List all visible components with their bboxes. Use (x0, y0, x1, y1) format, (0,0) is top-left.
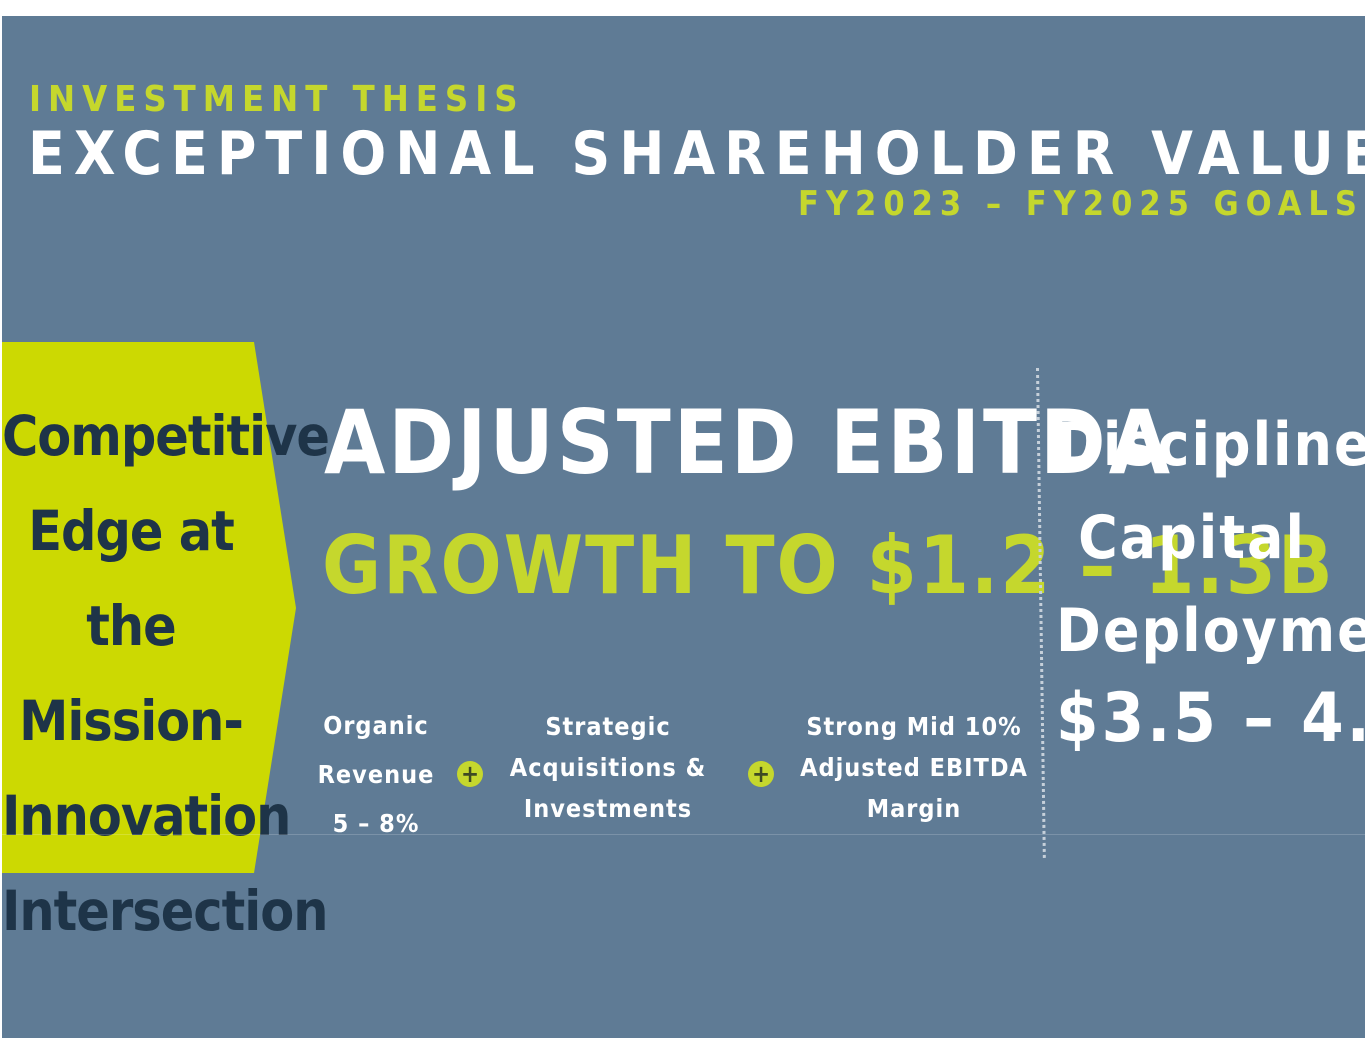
pillar-arrow-shape (2, 342, 296, 873)
component-line: Margin (866, 794, 962, 823)
competitive-edge-pillar: Competitive Edge at the Mission- Innovat… (2, 389, 330, 959)
capital-line: Capital (1078, 503, 1306, 573)
horizontal-rule (2, 834, 1365, 835)
component-line: Strong Mid 10% (806, 712, 1022, 741)
plus-icon: + (748, 761, 774, 787)
component-line: Revenue (317, 760, 435, 789)
acquisitions-component: Strategic Acquisitions & Investments (496, 706, 720, 829)
pillar-line: Innovation (2, 784, 291, 848)
component-line: Adjusted EBITDA (800, 753, 1028, 782)
capital-deployment-heading: Disciplined Capital Deployment (1056, 399, 1365, 678)
pillar-line: Mission- (19, 689, 244, 753)
margin-component: Strong Mid 10% Adjusted EBITDA Margin (794, 706, 1034, 829)
capital-line: Disciplined (1056, 410, 1365, 480)
pillar-line: Competitive (2, 404, 330, 468)
investment-thesis-slide: INVESTMENT THESIS EXCEPTIONAL SHAREHOLDE… (2, 16, 1365, 1038)
component-line: Investments (523, 794, 693, 823)
pillar-line: Intersection (2, 879, 328, 943)
component-line: 5 – 8% (332, 809, 420, 838)
eyebrow-label: INVESTMENT THESIS (29, 79, 525, 120)
component-line: Acquisitions & (509, 753, 707, 782)
ebitda-growth-target: GROWTH TO $1.2 – 1.3B (322, 519, 1335, 612)
component-line: Organic (323, 711, 429, 740)
plus-icon: + (457, 761, 483, 787)
capital-line: Deployment (1056, 596, 1365, 666)
ebitda-title: ADJUSTED EBITDA (324, 391, 1174, 494)
capital-deployment-amount: $3.5 – 4.5B (1056, 679, 1365, 758)
goals-period: FY2023 – FY2025 GOALS (798, 184, 1364, 224)
pillar-line: Edge at the (28, 499, 234, 658)
organic-revenue-component: Organic Revenue 5 – 8% (312, 701, 440, 848)
slide-title: EXCEPTIONAL SHAREHOLDER VALUE CREATION (28, 119, 1365, 189)
component-line: Strategic (545, 712, 671, 741)
